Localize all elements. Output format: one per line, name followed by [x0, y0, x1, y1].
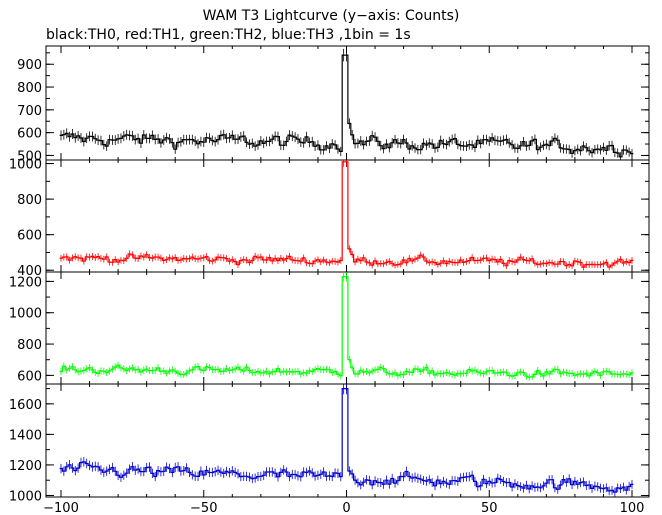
chart-title: WAM T3 Lightcurve (y−axis: Counts) — [202, 8, 460, 24]
panel-frame-th3 — [45, 383, 650, 498]
y-tick-label: 600 — [17, 369, 42, 384]
y-tick-label: 800 — [17, 81, 42, 96]
series-line-th0 — [59, 54, 634, 158]
y-tick-label: 800 — [17, 193, 42, 208]
series-line-th2 — [59, 276, 634, 378]
x-tick-label: 50 — [481, 501, 498, 515]
y-tick-label: 500 — [17, 149, 42, 164]
y-tick-label: 1400 — [9, 428, 42, 443]
y-tick-label: 1000 — [9, 158, 42, 173]
series-line-th1 — [59, 161, 634, 268]
x-tick-label: −50 — [190, 501, 217, 515]
series-line-th3 — [59, 388, 634, 493]
y-tick-label: 1000 — [9, 307, 42, 322]
y-tick-label: 400 — [17, 264, 42, 279]
y-tick-label: 1600 — [9, 398, 42, 413]
y-tick-label: 1200 — [9, 275, 42, 290]
y-tick-label: 600 — [17, 229, 42, 244]
x-tick-label: 100 — [620, 501, 645, 515]
y-tick-label: 1000 — [9, 489, 42, 504]
x-tick-label: 0 — [342, 501, 350, 515]
y-tick-label: 900 — [17, 58, 42, 73]
y-tick-label: 700 — [17, 104, 42, 119]
y-tick-label: 800 — [17, 338, 42, 353]
x-tick-label: −100 — [43, 501, 79, 515]
chart-subtitle: black:TH0, red:TH1, green:TH2, blue:TH3 … — [46, 27, 411, 43]
y-tick-label: 1200 — [9, 459, 42, 474]
y-tick-label: 600 — [17, 127, 42, 142]
